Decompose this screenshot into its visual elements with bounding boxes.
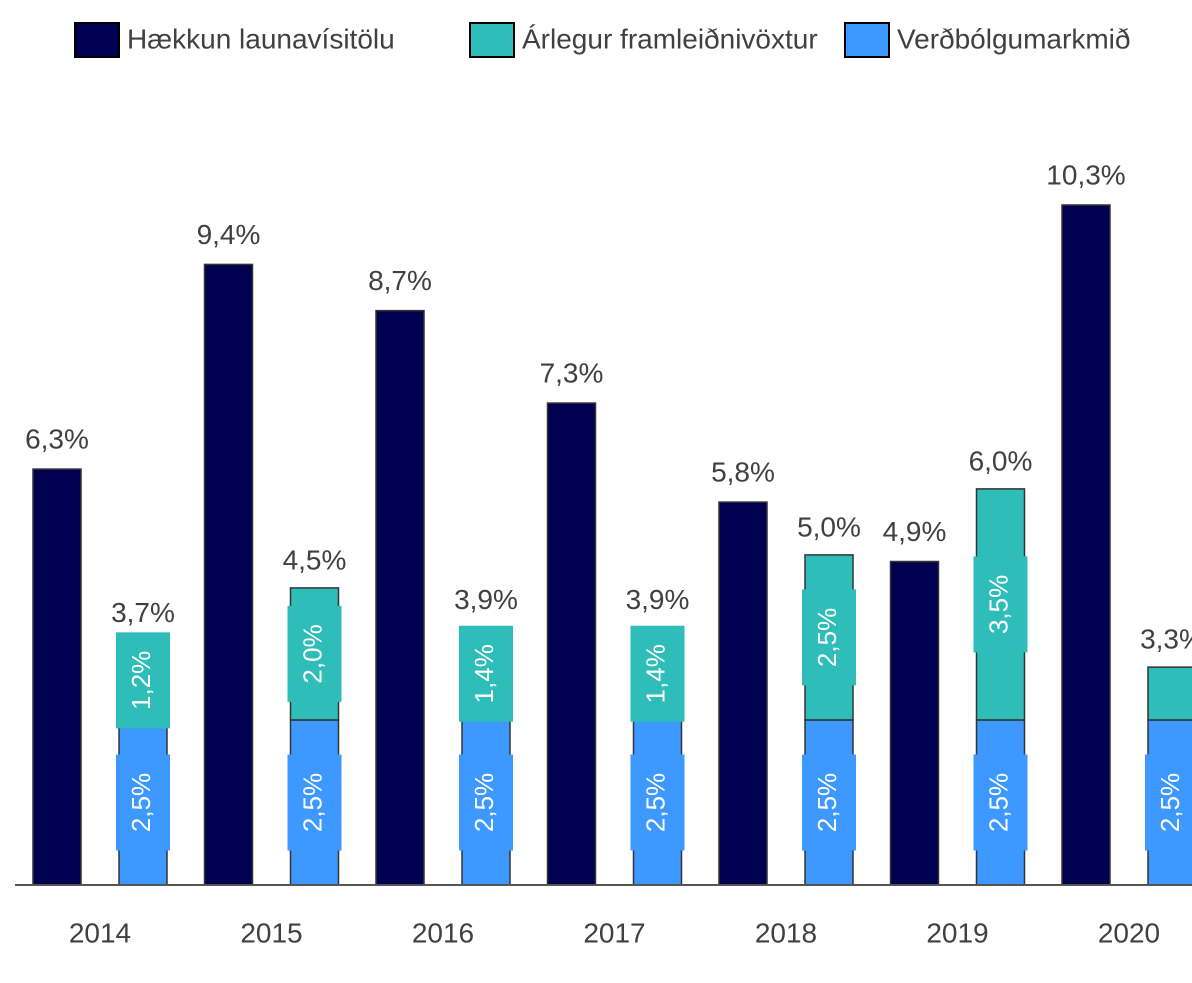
segment-label-bg [287, 754, 342, 851]
segment-label-bg [630, 625, 685, 722]
bar [546, 402, 597, 886]
segment-label-bg [630, 754, 685, 851]
segment-label-bg [116, 754, 170, 851]
segment-label: 1,2% [126, 651, 156, 710]
data-label: 4,9% [883, 516, 947, 547]
stack-total-label: 3,7% [111, 597, 175, 628]
legend-label: Hækkun launavísitölu [127, 23, 395, 54]
data-label: 8,7% [368, 265, 432, 296]
legend-swatch [469, 22, 515, 58]
segment-label: 1,4% [640, 644, 670, 703]
segment-label: 2,5% [1155, 773, 1185, 832]
x-tick-label: 2019 [926, 917, 988, 948]
data-label: 9,4% [197, 219, 261, 250]
segment-label: 2,5% [640, 773, 670, 832]
data-label: 10,3% [1046, 159, 1125, 190]
segment-label-bg [1145, 754, 1192, 851]
x-tick-label: 2020 [1098, 917, 1160, 948]
bar [1061, 204, 1111, 886]
segment-label-bg [802, 589, 856, 686]
segment-label: 2,5% [812, 773, 842, 832]
bar [375, 309, 425, 886]
data-label: 6,3% [25, 423, 89, 454]
segment-label: 2,5% [126, 773, 156, 832]
x-tick-label: 2014 [69, 917, 131, 948]
bar [889, 560, 940, 886]
segment-label-bg [973, 556, 1028, 653]
legend-swatch [844, 22, 890, 58]
segment-label: 2,0% [297, 624, 327, 683]
segment-label: 1,4% [469, 644, 499, 703]
stack-total-label: 5,0% [797, 511, 861, 542]
segment-label: 2,5% [812, 608, 842, 667]
stack-total-label: 6,0% [969, 445, 1033, 476]
stack-total-label: 3,9% [626, 584, 690, 615]
segment-label: 2,5% [297, 773, 327, 832]
x-tick-label: 2018 [755, 917, 817, 948]
segment-label-bg [973, 754, 1028, 851]
bar [718, 501, 768, 886]
segment-label: 2,5% [469, 773, 499, 832]
x-tick-label: 2015 [240, 917, 302, 948]
bar [32, 468, 82, 886]
segment-label-bg [802, 754, 856, 851]
segment-label-bg [287, 605, 342, 702]
stack-total-label: 3,3% [1140, 624, 1192, 655]
segment-label-bg [459, 625, 513, 722]
x-tick-label: 2017 [583, 917, 645, 948]
x-tick-label: 2016 [412, 917, 474, 948]
legend-label: Árlegur framleiðnivöxtur [522, 23, 818, 54]
segment-label-bg [116, 632, 170, 729]
segment-label: 2,5% [983, 773, 1013, 832]
legend-label: Verðbólgumarkmið [897, 23, 1130, 54]
data-label: 7,3% [540, 357, 604, 388]
bar [203, 263, 254, 886]
segment-label: 3,5% [983, 575, 1013, 634]
segment-label-bg [459, 754, 513, 851]
stack-total-label: 3,9% [454, 584, 518, 615]
stacked-segment [1147, 666, 1192, 721]
legend-swatch [74, 22, 120, 58]
data-label: 5,8% [711, 456, 775, 487]
stack-total-label: 4,5% [283, 544, 347, 575]
